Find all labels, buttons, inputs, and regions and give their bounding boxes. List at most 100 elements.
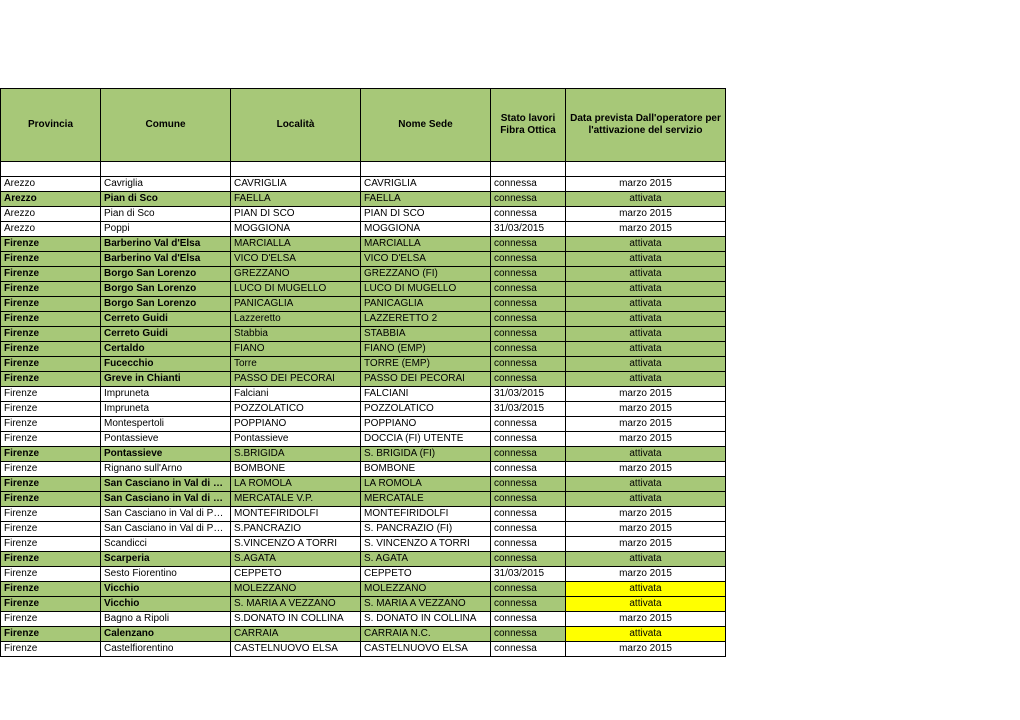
table-cell: Firenze [1, 312, 101, 327]
table-cell: Firenze [1, 342, 101, 357]
table-cell: S.VINCENZO A TORRI [231, 537, 361, 552]
table-cell: POPPIANO [231, 417, 361, 432]
table-cell: FALCIANI [361, 387, 491, 402]
table-cell: POPPIANO [361, 417, 491, 432]
table-cell: CEPPETO [231, 567, 361, 582]
table-cell: Firenze [1, 282, 101, 297]
table-cell: POZZOLATICO [231, 402, 361, 417]
table-cell: PASSO DEI PECORAI [231, 372, 361, 387]
table-cell: connessa [491, 447, 566, 462]
table-row: FirenzeScarperiaS.AGATAS. AGATAconnessaa… [1, 552, 726, 567]
table-cell: LAZZERETTO 2 [361, 312, 491, 327]
table-row: ArezzoPoppiMOGGIONAMOGGIONA31/03/2015mar… [1, 222, 726, 237]
table-cell: MOGGIONA [361, 222, 491, 237]
table-cell: MERCATALE V.P. [231, 492, 361, 507]
table-cell: connessa [491, 372, 566, 387]
table-cell: connessa [491, 192, 566, 207]
table-cell: attivata [566, 627, 726, 642]
table-cell: Cavriglia [101, 177, 231, 192]
table-cell: MOLEZZANO [361, 582, 491, 597]
table-cell: 31/03/2015 [491, 222, 566, 237]
table-cell: Certaldo [101, 342, 231, 357]
table-row: FirenzeBorgo San LorenzoGREZZANOGREZZANO… [1, 267, 726, 282]
table-cell: connessa [491, 477, 566, 492]
table-row: FirenzeSan Casciano in Val di PesaS.PANC… [1, 522, 726, 537]
table-cell: Firenze [1, 252, 101, 267]
table-cell: Lazzeretto [231, 312, 361, 327]
table-cell: connessa [491, 582, 566, 597]
table-cell: S.BRIGIDA [231, 447, 361, 462]
table-row: FirenzeGreve in ChiantiPASSO DEI PECORAI… [1, 372, 726, 387]
table-cell: connessa [491, 177, 566, 192]
table-row: FirenzeBagno a RipoliS.DONATO IN COLLINA… [1, 612, 726, 627]
th-localita: Località [231, 89, 361, 162]
table-cell: connessa [491, 207, 566, 222]
table-cell: marzo 2015 [566, 507, 726, 522]
table-cell: Vicchio [101, 597, 231, 612]
table-row: FirenzeCerreto GuidiStabbiaSTABBIAconnes… [1, 327, 726, 342]
th-nome-sede: Nome Sede [361, 89, 491, 162]
table-cell: Poppi [101, 222, 231, 237]
table-cell: connessa [491, 627, 566, 642]
table-cell: connessa [491, 522, 566, 537]
table-cell: Firenze [1, 327, 101, 342]
table-cell: attivata [566, 312, 726, 327]
table-cell: Montespertoli [101, 417, 231, 432]
table-cell: San Casciano in Val di Pesa [101, 507, 231, 522]
table-cell: Firenze [1, 597, 101, 612]
table-cell: S.PANCRAZIO [231, 522, 361, 537]
table-cell: PANICAGLIA [361, 297, 491, 312]
table-row: ArezzoCavrigliaCAVRIGLIACAVRIGLIAconness… [1, 177, 726, 192]
table-cell: LA ROMOLA [231, 477, 361, 492]
table-cell: connessa [491, 432, 566, 447]
table-cell: Greve in Chianti [101, 372, 231, 387]
table-cell: Firenze [1, 432, 101, 447]
table-cell: marzo 2015 [566, 177, 726, 192]
table-row: FirenzePontassievePontassieveDOCCIA (FI)… [1, 432, 726, 447]
table-cell: Pontassieve [101, 432, 231, 447]
table-cell: LUCO DI MUGELLO [361, 282, 491, 297]
table-cell: PIAN DI SCO [361, 207, 491, 222]
table-cell: marzo 2015 [566, 207, 726, 222]
table-cell: Impruneta [101, 387, 231, 402]
table-cell: Scandicci [101, 537, 231, 552]
table-cell: Firenze [1, 627, 101, 642]
table-row: FirenzeBorgo San LorenzoLUCO DI MUGELLOL… [1, 282, 726, 297]
table-cell: Arezzo [1, 192, 101, 207]
table-cell: Firenze [1, 552, 101, 567]
table-cell: Arezzo [1, 207, 101, 222]
table-row: FirenzeSesto FiorentinoCEPPETOCEPPETO31/… [1, 567, 726, 582]
table-cell: Pian di Sco [101, 192, 231, 207]
table-cell: MARCIALLA [361, 237, 491, 252]
table-row: FirenzeCertaldoFIANOFIANO (EMP)connessaa… [1, 342, 726, 357]
table-cell: marzo 2015 [566, 417, 726, 432]
table-cell: connessa [491, 312, 566, 327]
table-cell: Fucecchio [101, 357, 231, 372]
table-cell: attivata [566, 192, 726, 207]
table-cell: S. DONATO IN COLLINA [361, 612, 491, 627]
table-row: FirenzeBorgo San LorenzoPANICAGLIAPANICA… [1, 297, 726, 312]
table-row: FirenzeCalenzanoCARRAIACARRAIA N.C.conne… [1, 627, 726, 642]
table-cell: S. MARIA A VEZZANO [231, 597, 361, 612]
table-cell: connessa [491, 597, 566, 612]
table-row: FirenzeSan Casciano in Val di PesaMONTEF… [1, 507, 726, 522]
table-cell: Firenze [1, 642, 101, 657]
table-cell: marzo 2015 [566, 387, 726, 402]
table-cell: CASTELNUOVO ELSA [361, 642, 491, 657]
table-cell: CASTELNUOVO ELSA [231, 642, 361, 657]
table-cell: Firenze [1, 612, 101, 627]
table-row: ArezzoPian di ScoFAELLAFAELLAconnessaatt… [1, 192, 726, 207]
table-cell: S. BRIGIDA (FI) [361, 447, 491, 462]
table-cell: connessa [491, 342, 566, 357]
table-cell: attivata [566, 252, 726, 267]
table-cell: 31/03/2015 [491, 567, 566, 582]
th-provincia: Provincia [1, 89, 101, 162]
table-cell: connessa [491, 282, 566, 297]
table-cell: Cerreto Guidi [101, 312, 231, 327]
fibra-table: Provincia Comune Località Nome Sede Stat… [0, 88, 726, 657]
table-cell: San Casciano in Val di Pesa [101, 522, 231, 537]
table-row: FirenzeBarberino Val d'ElsaMARCIALLAMARC… [1, 237, 726, 252]
table-row: FirenzeVicchioMOLEZZANOMOLEZZANOconnessa… [1, 582, 726, 597]
table-cell: Bagno a Ripoli [101, 612, 231, 627]
table-cell: connessa [491, 417, 566, 432]
